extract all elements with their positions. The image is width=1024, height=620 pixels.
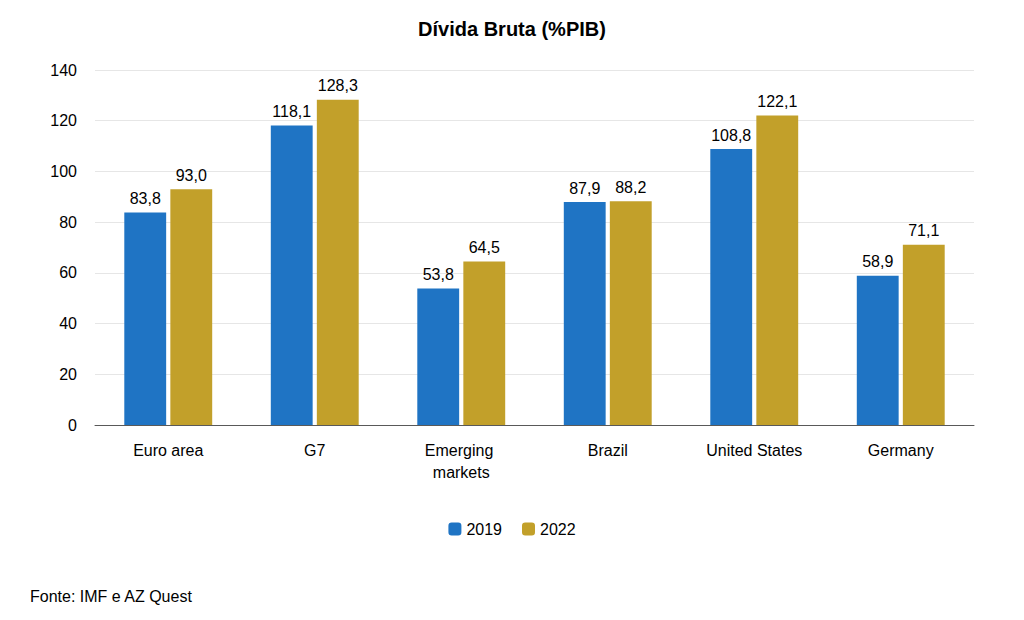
svg-text:53,8: 53,8 (423, 266, 454, 283)
svg-text:140: 140 (50, 62, 77, 79)
svg-text:20: 20 (59, 366, 77, 383)
svg-text:Emerging: Emerging (425, 442, 498, 459)
svg-text:108,8: 108,8 (711, 127, 751, 144)
svg-text:83,8: 83,8 (130, 190, 161, 207)
svg-text:markets: markets (433, 464, 490, 481)
svg-text:87,9: 87,9 (569, 180, 600, 197)
svg-text:Dívida Bruta (%PIB): Dívida Bruta (%PIB) (418, 18, 606, 40)
svg-text:64,5: 64,5 (469, 239, 500, 256)
svg-text:Euro area: Euro area (133, 442, 203, 459)
svg-text:2022: 2022 (540, 521, 576, 538)
svg-text:118,1: 118,1 (272, 103, 311, 120)
svg-text:128,3: 128,3 (318, 77, 358, 94)
svg-text:G7: G7 (304, 442, 325, 459)
svg-text:122,1: 122,1 (757, 93, 797, 110)
svg-text:Fonte: IMF e AZ Quest: Fonte: IMF e AZ Quest (30, 588, 192, 605)
svg-text:0: 0 (68, 417, 77, 434)
svg-text:60: 60 (59, 264, 77, 281)
svg-text:Germany: Germany (868, 442, 934, 459)
svg-text:120: 120 (50, 112, 77, 129)
svg-text:2019: 2019 (466, 521, 502, 538)
svg-text:100: 100 (50, 163, 77, 180)
svg-text:40: 40 (59, 315, 77, 332)
svg-text:United States: United States (706, 442, 802, 459)
svg-text:93,0: 93,0 (176, 167, 207, 184)
svg-text:80: 80 (59, 214, 77, 231)
svg-text:71,1: 71,1 (908, 222, 939, 239)
svg-text:Brazil: Brazil (588, 442, 628, 459)
svg-text:88,2: 88,2 (615, 179, 646, 196)
svg-text:58,9: 58,9 (862, 253, 893, 270)
